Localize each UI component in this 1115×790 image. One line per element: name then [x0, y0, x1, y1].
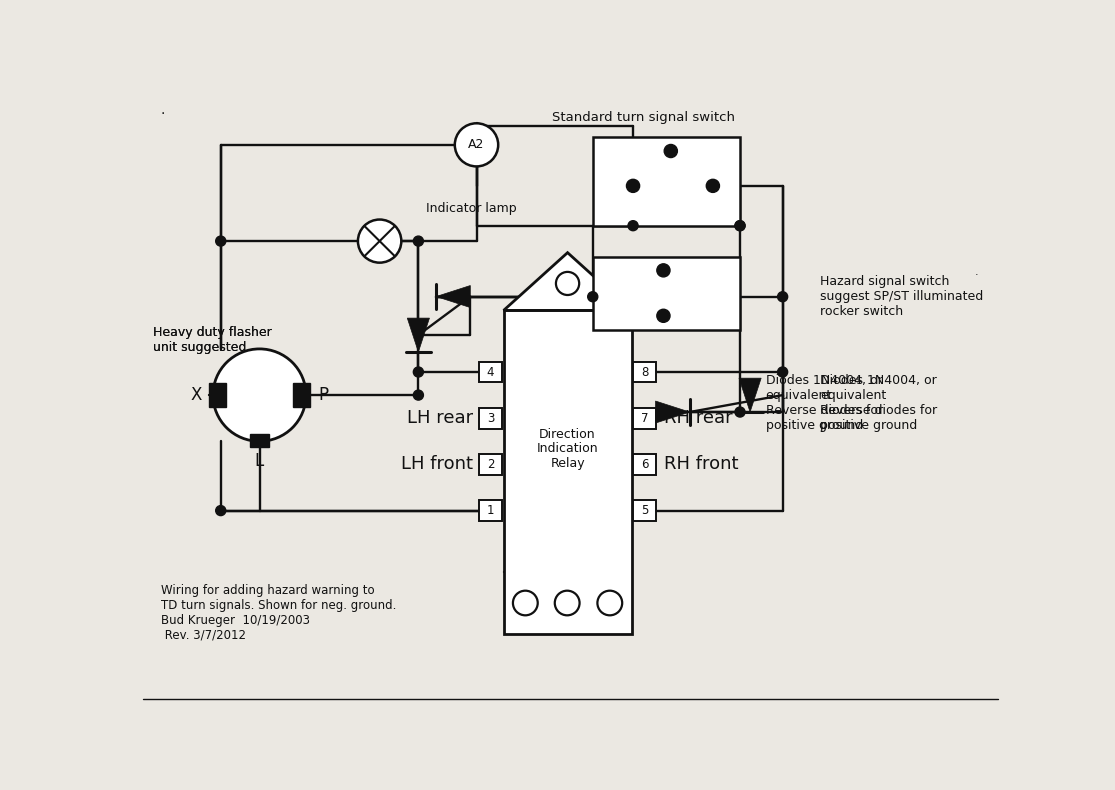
Polygon shape	[739, 378, 762, 412]
Text: A2: A2	[468, 138, 485, 152]
Text: 1: 1	[487, 504, 494, 517]
Circle shape	[657, 309, 670, 322]
Polygon shape	[656, 401, 689, 423]
Circle shape	[706, 179, 719, 193]
Text: .: .	[975, 267, 978, 277]
Text: .: .	[161, 103, 165, 117]
Circle shape	[358, 220, 401, 262]
Bar	[633, 362, 657, 382]
Text: 3: 3	[487, 412, 494, 425]
Text: Diodes 1N4004, or
equivalent
Reverse diodes for
positive ground: Diodes 1N4004, or equivalent Reverse dio…	[766, 374, 883, 432]
Text: Wiring for adding hazard warning to
TD turn signals. Shown for neg. ground.
Bud : Wiring for adding hazard warning to TD t…	[161, 584, 397, 641]
Text: Diodes 1N4004, or
equivalent
Reverse diodes for
positive ground: Diodes 1N4004, or equivalent Reverse dio…	[820, 374, 937, 432]
Bar	[504, 310, 631, 634]
Circle shape	[215, 506, 225, 516]
Bar	[633, 408, 657, 429]
Text: Heavy duty flasher
unit suggested.: Heavy duty flasher unit suggested.	[154, 325, 272, 354]
Circle shape	[588, 292, 598, 302]
Text: 5: 5	[641, 504, 648, 517]
Bar	[593, 137, 740, 226]
Circle shape	[555, 591, 580, 615]
Text: Direction
Indication
Relay: Direction Indication Relay	[536, 427, 599, 471]
Bar	[293, 383, 310, 408]
Text: LH rear: LH rear	[407, 409, 473, 427]
Text: X: X	[191, 386, 202, 404]
Text: 2: 2	[487, 458, 494, 471]
Circle shape	[657, 264, 670, 277]
Circle shape	[213, 349, 306, 442]
Bar	[478, 454, 502, 475]
Bar	[250, 434, 269, 447]
Text: Heavy duty flasher
unit suggested.: Heavy duty flasher unit suggested.	[154, 325, 272, 354]
Text: 7: 7	[641, 412, 649, 425]
Polygon shape	[504, 253, 631, 310]
Bar	[478, 500, 502, 521]
Text: P: P	[318, 386, 328, 404]
Polygon shape	[407, 318, 429, 352]
Circle shape	[513, 591, 537, 615]
Text: Hazard signal switch
suggest SP/ST illuminated
rocker switch: Hazard signal switch suggest SP/ST illum…	[820, 275, 983, 318]
Circle shape	[414, 367, 424, 377]
Bar	[633, 454, 657, 475]
Text: 8: 8	[641, 366, 648, 378]
Text: L: L	[255, 453, 264, 470]
Text: RH front: RH front	[665, 455, 738, 473]
Circle shape	[414, 390, 424, 400]
Text: RH rear: RH rear	[665, 409, 733, 427]
Circle shape	[215, 236, 225, 246]
Circle shape	[735, 407, 745, 417]
Text: Standard turn signal switch: Standard turn signal switch	[552, 111, 735, 124]
Text: 4: 4	[487, 366, 494, 378]
Polygon shape	[436, 285, 471, 307]
Circle shape	[455, 123, 498, 167]
Circle shape	[735, 220, 745, 231]
Circle shape	[735, 220, 745, 231]
Circle shape	[777, 367, 787, 377]
Circle shape	[598, 591, 622, 615]
Bar	[478, 362, 502, 382]
Bar	[478, 408, 502, 429]
Circle shape	[414, 236, 424, 246]
Text: Indicator lamp: Indicator lamp	[426, 202, 516, 215]
Circle shape	[556, 272, 579, 295]
Circle shape	[665, 145, 678, 157]
Circle shape	[777, 292, 787, 302]
Text: LH front: LH front	[400, 455, 473, 473]
Circle shape	[628, 220, 638, 231]
Bar	[210, 383, 226, 408]
Bar	[633, 500, 657, 521]
Bar	[593, 257, 740, 329]
Text: 6: 6	[641, 458, 649, 471]
Circle shape	[627, 179, 640, 193]
